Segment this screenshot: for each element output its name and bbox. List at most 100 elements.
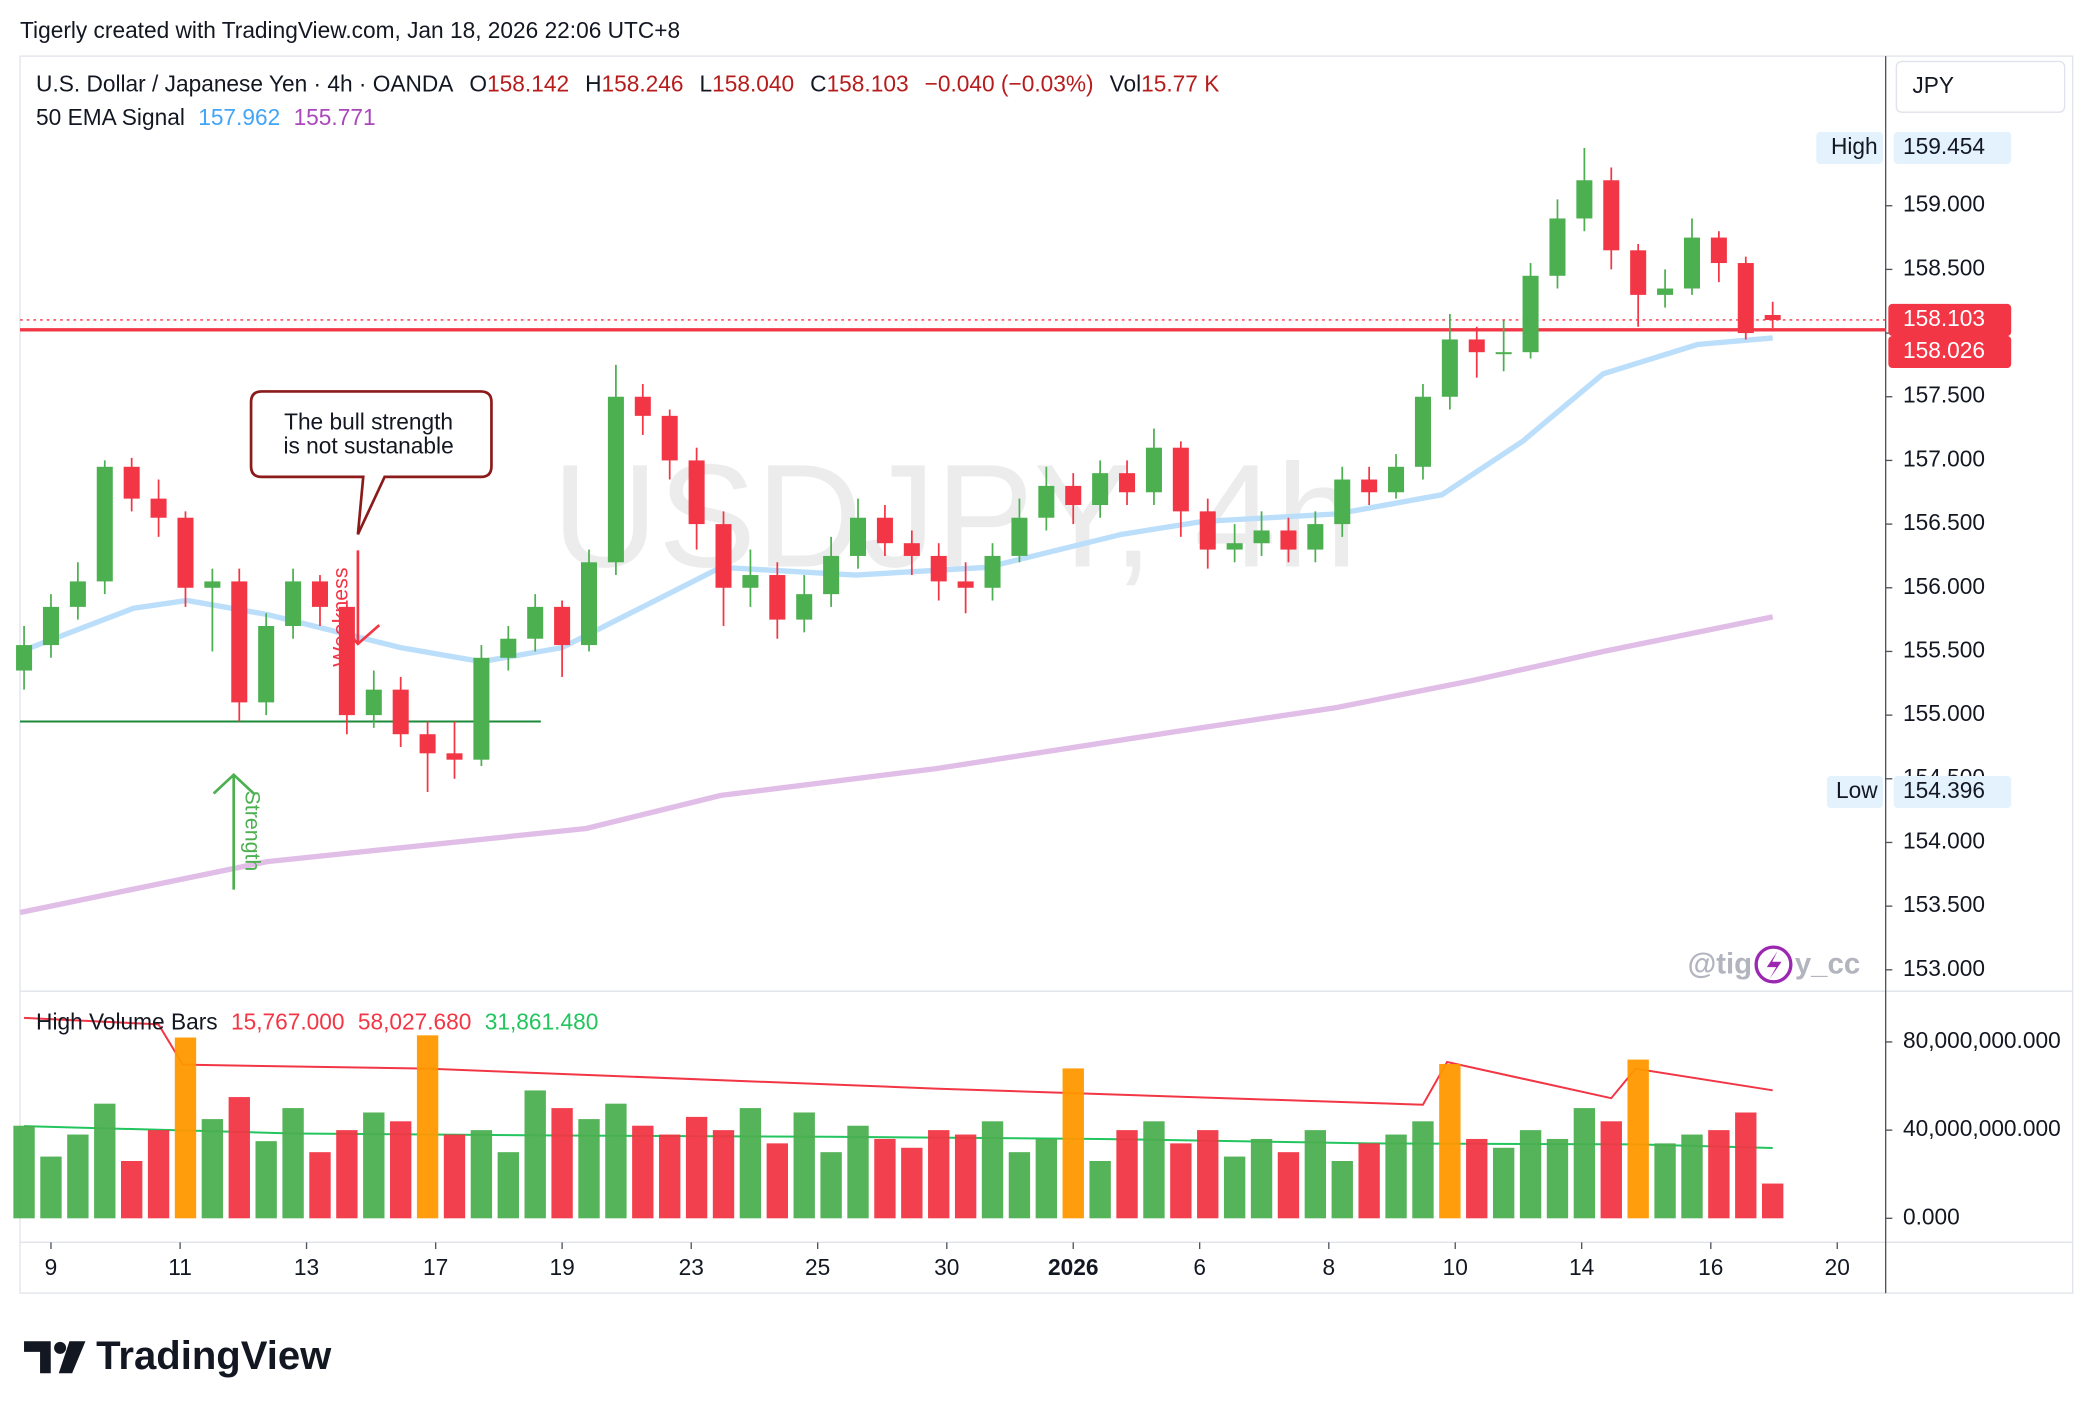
candle-body xyxy=(96,466,113,582)
y-tick-label: 156.000 xyxy=(1903,573,1985,599)
chart-frame xyxy=(19,55,2074,1294)
y-tick-label: 157.000 xyxy=(1903,445,1985,471)
credit-bolt xyxy=(1766,951,1782,980)
volume-bar xyxy=(147,1130,170,1219)
candle-body xyxy=(1764,314,1781,320)
volume-bar xyxy=(1143,1121,1165,1219)
volume-bar xyxy=(1546,1138,1569,1219)
legend-main: U.S. Dollar / Japanese Yen · 4h · OANDA O… xyxy=(36,70,1219,96)
legend-volume: High Volume Bars 15,767.000 58,027.680 31,8… xyxy=(36,1008,598,1034)
x-tick-label: 16 xyxy=(1698,1254,1723,1280)
candle-body xyxy=(419,734,436,754)
volume-bar xyxy=(1331,1160,1353,1219)
x-tick-label: 25 xyxy=(805,1254,830,1280)
candle-body xyxy=(1657,288,1674,295)
high-tag-box xyxy=(1893,131,2012,164)
strength-label: Strength xyxy=(240,791,264,872)
candle-body xyxy=(715,524,732,588)
credit: @tig y_cc xyxy=(1688,945,1860,984)
volume-bar xyxy=(1035,1138,1058,1219)
y-tick-label: 0.000 xyxy=(1903,1203,1960,1229)
x-tick-label: 19 xyxy=(549,1254,574,1280)
level-box xyxy=(1888,335,2012,369)
header: Tigerly created with TradingView.com, Ja… xyxy=(20,17,680,43)
indicator-line xyxy=(19,614,1774,916)
indicator-value: 157.962 xyxy=(198,104,280,130)
y-tick-label: 155.000 xyxy=(1903,700,1985,726)
candle-body xyxy=(42,606,59,646)
currency-box[interactable] xyxy=(1895,60,2066,113)
volume-bar xyxy=(1412,1121,1434,1219)
candle-body xyxy=(1253,530,1270,544)
logo-mark xyxy=(24,1341,51,1374)
volume-bar xyxy=(1358,1143,1380,1219)
volume-bar xyxy=(201,1119,224,1219)
callout: The bull strength is not sustanable xyxy=(249,390,493,535)
x-tick-label: 17 xyxy=(423,1254,448,1280)
volume-bar xyxy=(309,1152,331,1219)
candle-body xyxy=(1522,275,1539,353)
candle-body xyxy=(365,689,382,716)
volume-bar xyxy=(847,1125,869,1219)
y-tick-label: 157.500 xyxy=(1903,382,1985,408)
volume-bar xyxy=(1600,1121,1622,1219)
volume-bar xyxy=(1116,1130,1138,1219)
volume-bar xyxy=(336,1130,358,1219)
candle-body xyxy=(1011,517,1028,556)
candle-body xyxy=(1145,447,1162,493)
y-tick-label: 154.000 xyxy=(1903,827,1985,853)
candle-body xyxy=(204,581,221,588)
high-tag xyxy=(1816,131,1883,164)
volume-bar xyxy=(1223,1156,1246,1219)
candle-body xyxy=(500,638,517,658)
volume-bar xyxy=(1492,1147,1515,1219)
volume-bar xyxy=(578,1119,600,1219)
volume-bar xyxy=(1735,1112,1757,1219)
volume-bar xyxy=(497,1152,519,1219)
candle-body xyxy=(258,625,275,703)
volume-bar xyxy=(13,1125,35,1219)
volume-bar xyxy=(1654,1143,1676,1219)
candle-body xyxy=(1280,530,1297,550)
volume-bar xyxy=(1466,1138,1488,1219)
candle-body xyxy=(634,396,651,416)
x-tick-label: 8 xyxy=(1322,1254,1335,1280)
volume-bar xyxy=(282,1108,304,1219)
candle-body xyxy=(1495,352,1512,355)
y-tick-label: 155.500 xyxy=(1903,636,1985,662)
low-tag-name: Low xyxy=(1836,777,1878,803)
legend-value: 158.246 xyxy=(601,70,683,96)
currency[interactable]: JPY xyxy=(1912,72,1954,98)
candle-body xyxy=(930,555,947,582)
y-tick-label: 153.000 xyxy=(1903,955,1985,981)
candle-body xyxy=(607,396,624,563)
indicator-line xyxy=(23,335,1773,665)
candle-body xyxy=(742,575,759,588)
high-tag-value: 159.454 xyxy=(1903,133,1985,159)
candle-body xyxy=(823,555,840,595)
legend-value: 158.040 xyxy=(712,70,794,96)
legend-key: O xyxy=(469,70,487,96)
y-tick-label: 153.500 xyxy=(1903,891,1985,917)
volume-bar xyxy=(174,1037,197,1219)
candle-body xyxy=(1361,479,1378,493)
x-tick-label: 20 xyxy=(1825,1254,1850,1280)
candle-body xyxy=(1468,339,1485,353)
candle-body xyxy=(338,606,355,716)
candle-body xyxy=(150,498,167,518)
volume-bar xyxy=(659,1134,681,1219)
indicator-value: 155.771 xyxy=(294,104,376,130)
x-tick-label: 30 xyxy=(934,1254,959,1280)
y-tick-label: 156.500 xyxy=(1903,509,1985,535)
candle-body xyxy=(473,657,490,760)
volume-bar xyxy=(1008,1152,1031,1219)
legend-value: 158.142 xyxy=(487,70,569,96)
candle-body xyxy=(285,581,302,626)
indicator-name: 50 EMA Signal xyxy=(36,104,185,130)
x-tick-label: 23 xyxy=(679,1254,704,1280)
last-price-box xyxy=(1888,303,2012,336)
candle-body xyxy=(1172,447,1189,512)
volume-bar xyxy=(120,1160,143,1219)
